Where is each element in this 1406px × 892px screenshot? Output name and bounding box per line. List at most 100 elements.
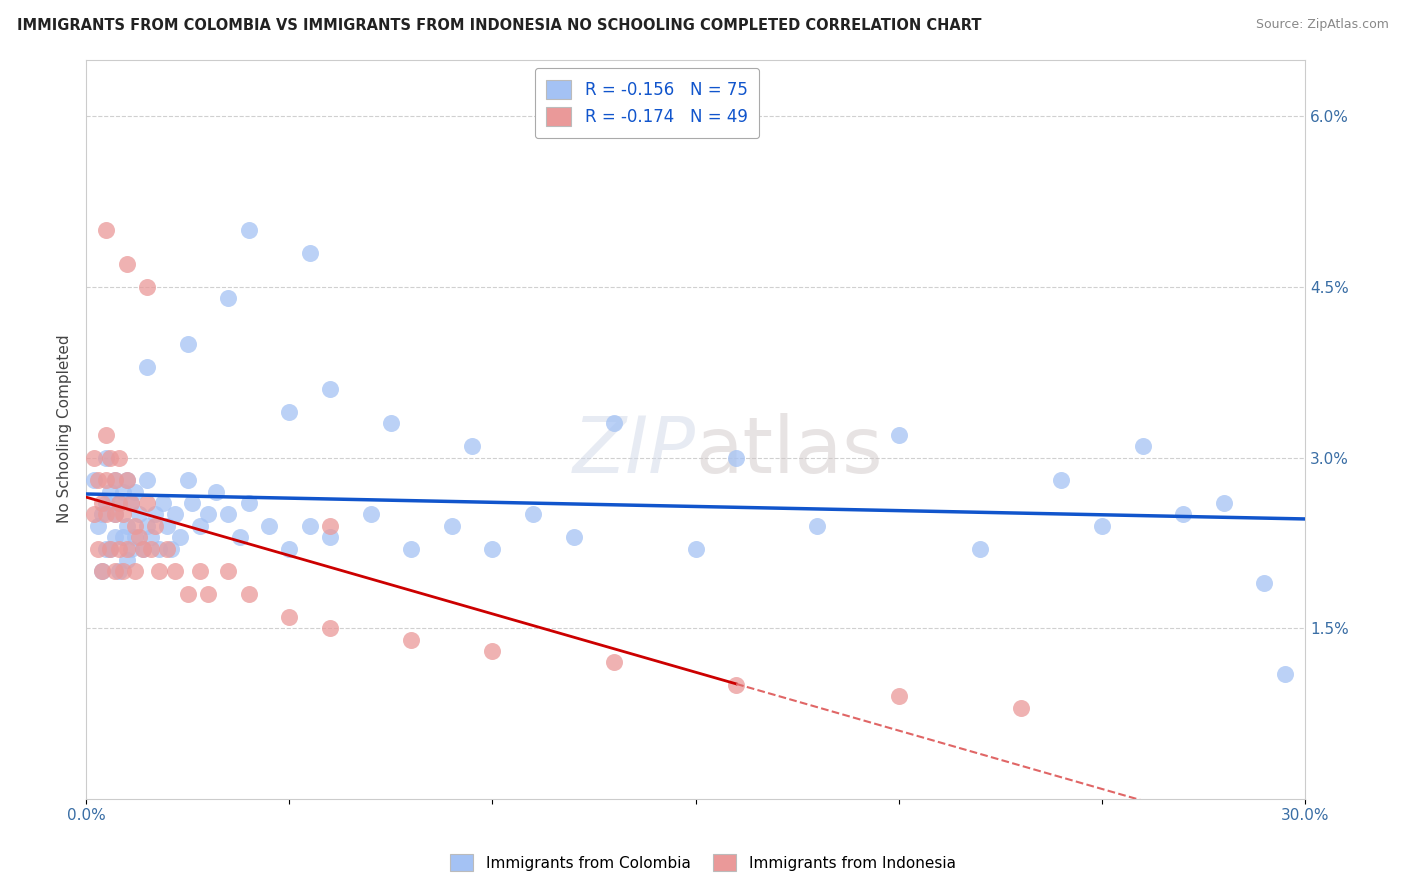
Point: [165, 508, 187, 522]
Point: [806, 519, 828, 533]
Point: [107, 496, 129, 510]
Point: [103, 508, 125, 522]
Point: [91, 508, 114, 522]
Point: [115, 519, 138, 533]
Point: [188, 519, 211, 533]
Point: [176, 474, 198, 488]
Point: [319, 621, 342, 635]
Point: [217, 292, 239, 306]
Point: [128, 508, 150, 522]
Point: [124, 564, 146, 578]
Point: [1173, 508, 1195, 522]
Point: [197, 587, 219, 601]
Point: [298, 519, 321, 533]
Point: [238, 223, 260, 237]
Point: [440, 519, 463, 533]
Point: [111, 530, 134, 544]
Point: [1274, 666, 1296, 681]
Point: [148, 541, 170, 556]
Point: [603, 417, 626, 431]
Point: [107, 450, 129, 465]
Point: [887, 428, 910, 442]
Point: [96, 496, 118, 510]
Point: [969, 541, 991, 556]
Point: [115, 474, 138, 488]
Point: [685, 541, 707, 556]
Point: [83, 450, 105, 465]
Y-axis label: No Schooling Completed: No Schooling Completed: [58, 334, 72, 524]
Point: [1212, 496, 1234, 510]
Point: [481, 644, 503, 658]
Point: [156, 519, 179, 533]
Point: [319, 530, 342, 544]
Point: [87, 519, 110, 533]
Point: [87, 474, 110, 488]
Text: Source: ZipAtlas.com: Source: ZipAtlas.com: [1256, 18, 1389, 31]
Point: [115, 474, 138, 488]
Point: [1050, 474, 1073, 488]
Point: [96, 474, 118, 488]
Point: [103, 474, 125, 488]
Point: [111, 508, 134, 522]
Text: ZIP: ZIP: [572, 413, 696, 490]
Point: [176, 587, 198, 601]
Point: [165, 564, 187, 578]
Point: [115, 553, 138, 567]
Point: [103, 564, 125, 578]
Point: [91, 564, 114, 578]
Point: [205, 484, 228, 499]
Point: [229, 530, 252, 544]
Point: [148, 564, 170, 578]
Point: [96, 508, 118, 522]
Point: [136, 280, 159, 294]
Point: [278, 405, 301, 419]
Point: [238, 496, 260, 510]
Point: [319, 519, 342, 533]
Point: [1253, 575, 1275, 590]
Point: [136, 359, 159, 374]
Point: [461, 439, 484, 453]
Point: [217, 508, 239, 522]
Point: [96, 541, 118, 556]
Point: [120, 541, 142, 556]
Point: [143, 508, 166, 522]
Point: [103, 530, 125, 544]
Point: [139, 530, 162, 544]
Point: [188, 564, 211, 578]
Point: [100, 541, 122, 556]
Point: [111, 564, 134, 578]
Point: [217, 564, 239, 578]
Point: [319, 383, 342, 397]
Point: [96, 428, 118, 442]
Point: [1132, 439, 1154, 453]
Point: [111, 484, 134, 499]
Point: [139, 541, 162, 556]
Point: [115, 257, 138, 271]
Point: [107, 564, 129, 578]
Point: [107, 496, 129, 510]
Point: [562, 530, 585, 544]
Point: [83, 474, 105, 488]
Point: [100, 541, 122, 556]
Point: [124, 519, 146, 533]
Point: [103, 508, 125, 522]
Point: [180, 496, 202, 510]
Point: [399, 632, 422, 647]
Point: [725, 678, 748, 692]
Point: [128, 530, 150, 544]
Point: [399, 541, 422, 556]
Point: [91, 496, 114, 510]
Point: [120, 496, 142, 510]
Point: [152, 496, 174, 510]
Point: [100, 450, 122, 465]
Point: [124, 484, 146, 499]
Point: [278, 609, 301, 624]
Point: [169, 530, 191, 544]
Point: [100, 484, 122, 499]
Point: [360, 508, 382, 522]
Point: [257, 519, 280, 533]
Point: [107, 541, 129, 556]
Point: [725, 450, 748, 465]
Point: [136, 474, 159, 488]
Point: [176, 337, 198, 351]
